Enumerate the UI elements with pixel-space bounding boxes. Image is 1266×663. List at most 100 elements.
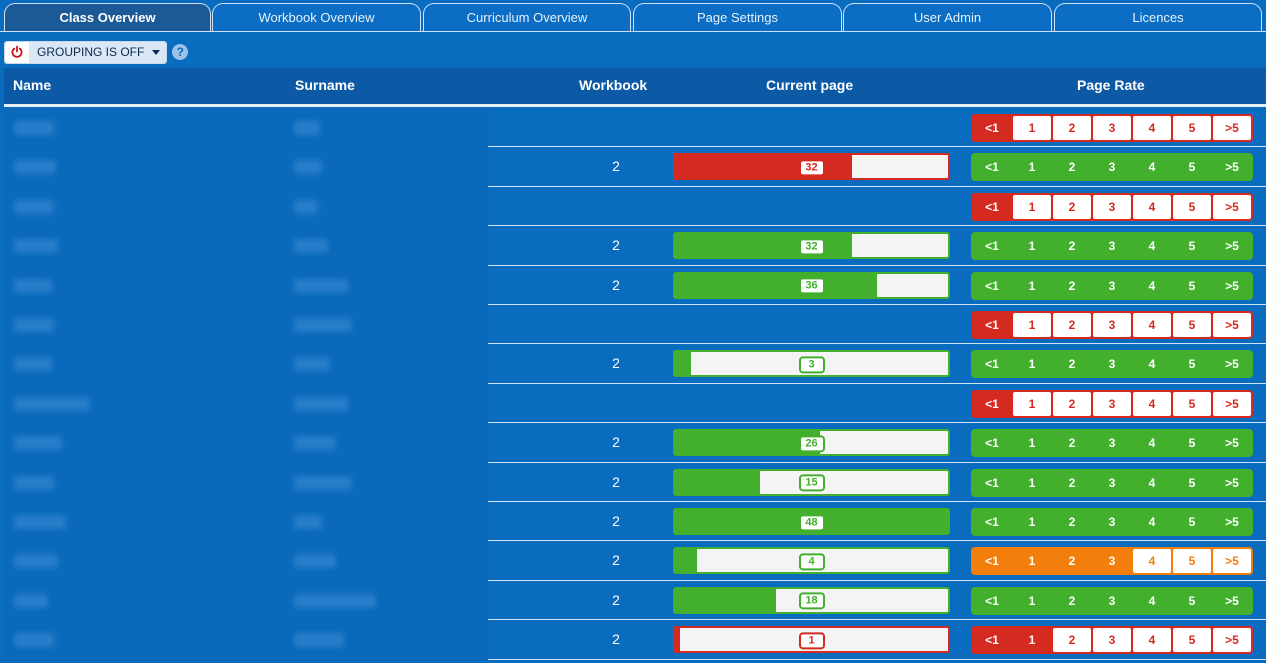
page-rate-button[interactable]: 4: [1133, 313, 1171, 337]
page-rate-button[interactable]: >5: [1213, 391, 1251, 416]
page-rate-button[interactable]: 3: [1093, 431, 1131, 456]
page-rate-button[interactable]: 1: [1013, 470, 1051, 495]
page-rate-button[interactable]: 4: [1133, 234, 1171, 259]
table-row[interactable]: 2 3 <1 1 2 3 4 5 >5: [0, 344, 1266, 384]
table-row[interactable]: 2 26 <1 1 2 3 4 5 >5: [0, 423, 1266, 463]
page-rate-button[interactable]: 3: [1093, 352, 1131, 377]
page-rate-button[interactable]: >5: [1213, 588, 1251, 613]
page-rate-button[interactable]: 2: [1053, 549, 1091, 574]
table-row[interactable]: <1 1 2 3 4 5 >5: [0, 305, 1266, 345]
page-progress-bar[interactable]: 1: [673, 626, 950, 654]
page-rate-button[interactable]: 3: [1093, 155, 1131, 180]
page-rate-button[interactable]: 4: [1133, 588, 1171, 613]
page-rate-button[interactable]: <1: [973, 194, 1011, 219]
page-rate-button[interactable]: 1: [1013, 352, 1051, 377]
page-rate-button[interactable]: 3: [1093, 391, 1131, 416]
page-rate-button[interactable]: 3: [1093, 194, 1131, 219]
page-rate-button[interactable]: 5: [1173, 273, 1211, 298]
page-rate-button[interactable]: 4: [1133, 194, 1171, 219]
page-rate-button[interactable]: 2: [1053, 391, 1091, 416]
page-rate-button[interactable]: 3: [1093, 588, 1131, 613]
help-icon[interactable]: ?: [172, 44, 189, 60]
page-rate-button[interactable]: 5: [1173, 470, 1211, 495]
page-rate-button[interactable]: <1: [973, 431, 1011, 456]
page-rate-button[interactable]: 3: [1093, 628, 1131, 653]
page-rate-button[interactable]: 2: [1053, 273, 1091, 298]
page-rate-button[interactable]: 1: [1013, 628, 1051, 653]
page-rate-button[interactable]: 2: [1053, 116, 1091, 140]
page-rate-button[interactable]: 1: [1013, 194, 1051, 219]
table-row[interactable]: 2 36 <1 1 2 3 4 5 >5: [0, 265, 1266, 305]
page-rate-button[interactable]: 2: [1053, 510, 1091, 534]
tab-licences[interactable]: Licences: [1054, 3, 1262, 31]
page-rate-button[interactable]: 3: [1093, 234, 1131, 259]
page-rate-button[interactable]: <1: [973, 628, 1011, 653]
table-row[interactable]: 2 18 <1 1 2 3 4 5 >5: [0, 580, 1266, 621]
table-row[interactable]: 2 4 <1 1 2 3 4 5 >5: [0, 541, 1266, 581]
page-rate-button[interactable]: 4: [1133, 431, 1171, 456]
page-rate-button[interactable]: 1: [1013, 510, 1051, 534]
page-rate-button[interactable]: 2: [1053, 352, 1091, 377]
column-header-name[interactable]: Name: [13, 77, 52, 93]
page-rate-button[interactable]: 2: [1053, 155, 1091, 180]
power-icon[interactable]: [5, 41, 29, 63]
table-row[interactable]: 2 15 <1 1 2 3 4 5 >5: [0, 462, 1266, 502]
page-rate-button[interactable]: 5: [1173, 116, 1211, 140]
page-rate-button[interactable]: 3: [1093, 510, 1131, 534]
page-rate-button[interactable]: <1: [973, 352, 1011, 377]
page-progress-bar[interactable]: 3: [673, 350, 950, 378]
page-rate-button[interactable]: 2: [1053, 431, 1091, 456]
tab-class-overview[interactable]: Class Overview: [4, 3, 211, 31]
page-rate-button[interactable]: 5: [1173, 588, 1211, 613]
page-progress-bar[interactable]: 36: [673, 271, 950, 299]
page-rate-button[interactable]: >5: [1213, 470, 1251, 495]
page-rate-button[interactable]: 3: [1093, 549, 1131, 574]
table-row[interactable]: <1 1 2 3 4 5 >5: [0, 186, 1266, 227]
page-rate-button[interactable]: 1: [1013, 116, 1051, 140]
page-rate-button[interactable]: 5: [1173, 510, 1211, 534]
page-rate-button[interactable]: <1: [973, 313, 1011, 337]
page-progress-bar[interactable]: 32: [673, 232, 950, 260]
page-rate-button[interactable]: 5: [1173, 628, 1211, 653]
page-rate-button[interactable]: 4: [1133, 391, 1171, 416]
page-rate-button[interactable]: 2: [1053, 470, 1091, 495]
page-rate-button[interactable]: 1: [1013, 549, 1051, 574]
grouping-toggle[interactable]: GROUPING IS OFF: [4, 40, 168, 64]
page-progress-bar[interactable]: 26: [673, 429, 950, 457]
page-rate-button[interactable]: 3: [1093, 470, 1131, 495]
grouping-dropdown[interactable]: GROUPING IS OFF: [29, 41, 167, 63]
page-rate-button[interactable]: 3: [1093, 273, 1131, 298]
page-rate-button[interactable]: 2: [1053, 628, 1091, 653]
page-rate-button[interactable]: 5: [1173, 155, 1211, 180]
page-rate-button[interactable]: >5: [1213, 234, 1251, 259]
page-rate-button[interactable]: 4: [1133, 628, 1171, 653]
page-rate-button[interactable]: 1: [1013, 234, 1051, 259]
page-rate-button[interactable]: <1: [973, 116, 1011, 140]
tab-page-settings[interactable]: Page Settings: [633, 3, 842, 31]
page-rate-button[interactable]: >5: [1213, 116, 1251, 140]
table-row[interactable]: 2 1 <1 1 2 3 4 5 >5: [0, 620, 1266, 660]
column-header-surname[interactable]: Surname: [295, 77, 355, 93]
page-rate-button[interactable]: 1: [1013, 273, 1051, 298]
page-rate-button[interactable]: 4: [1133, 352, 1171, 377]
page-rate-button[interactable]: 1: [1013, 313, 1051, 337]
tab-user-admin[interactable]: User Admin: [843, 3, 1052, 31]
page-rate-button[interactable]: 2: [1053, 313, 1091, 337]
page-rate-button[interactable]: >5: [1213, 431, 1251, 456]
page-rate-button[interactable]: >5: [1213, 549, 1251, 574]
table-row[interactable]: 2 32 <1 1 2 3 4 5 >5: [0, 147, 1266, 187]
page-rate-button[interactable]: <1: [973, 510, 1011, 534]
page-rate-button[interactable]: 4: [1133, 116, 1171, 140]
table-row[interactable]: 2 32 <1 1 2 3 4 5 >5: [0, 226, 1266, 266]
page-rate-button[interactable]: 5: [1173, 234, 1211, 259]
page-rate-button[interactable]: >5: [1213, 194, 1251, 219]
page-rate-button[interactable]: 5: [1173, 549, 1211, 574]
page-progress-bar[interactable]: 32: [673, 153, 950, 181]
tab-curriculum-overview[interactable]: Curriculum Overview: [423, 3, 631, 31]
page-rate-button[interactable]: 2: [1053, 588, 1091, 613]
page-rate-button[interactable]: <1: [973, 549, 1011, 574]
page-rate-button[interactable]: 4: [1133, 273, 1171, 298]
page-rate-button[interactable]: 5: [1173, 431, 1211, 456]
page-rate-button[interactable]: 4: [1133, 155, 1171, 180]
page-rate-button[interactable]: 1: [1013, 155, 1051, 180]
